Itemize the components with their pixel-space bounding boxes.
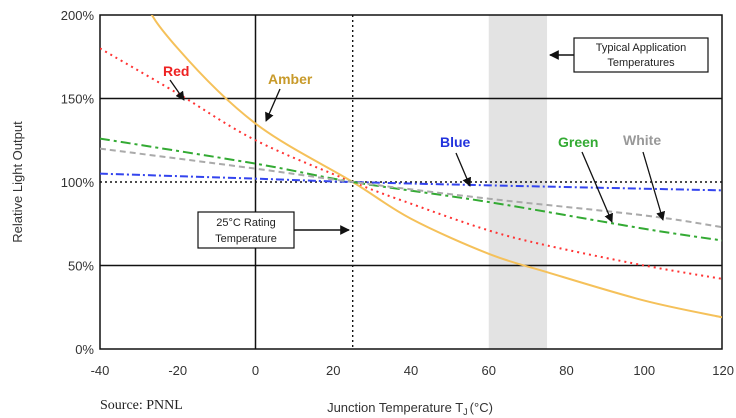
y-tick-label: 0%	[75, 342, 94, 357]
x-tick-label: 120	[712, 363, 734, 378]
typical-annotation-line2: Temperatures	[607, 57, 675, 69]
x-tick-label: 0	[252, 363, 259, 378]
x-tick-label: 80	[559, 363, 573, 378]
rating-annotation-line1: 25°C Rating	[216, 217, 275, 229]
series-labels: Red Amber Blue Green White	[163, 63, 666, 223]
y-tick-label: 150%	[61, 92, 95, 107]
x-tick-labels: -40 -20 0 20 40 60 80 100 120	[91, 363, 734, 378]
x-tick-label: -20	[168, 363, 187, 378]
x-tick-label: -40	[91, 363, 110, 378]
series-line-red	[100, 47, 722, 280]
x-axis-label-sub: J	[463, 407, 468, 417]
series-label-white: White	[623, 132, 661, 148]
x-axis-label: Junction Temperature TJ (°C)	[327, 400, 493, 417]
series-label-green: Green	[558, 134, 598, 150]
source-note: Source: PNNL	[100, 398, 183, 413]
typical-temp-region	[488, 15, 548, 349]
series-group	[100, 15, 722, 319]
y-tick-label: 200%	[61, 8, 95, 23]
x-tick-label: 20	[326, 363, 340, 378]
series-line-green	[100, 137, 722, 242]
y-axis-label: Relative Light Output	[10, 121, 25, 243]
series-label-blue: Blue	[440, 134, 471, 150]
typical-annotation: Typical Application Temperatures	[549, 37, 709, 73]
rating-annotation: 25°C Rating Temperature	[197, 211, 350, 249]
y-tick-label: 100%	[61, 175, 95, 190]
x-axis-label-main: Junction Temperature T	[327, 400, 463, 415]
y-tick-labels: 0% 50% 100% 150% 200%	[61, 8, 95, 357]
x-tick-label: 100	[633, 363, 655, 378]
y-tick-label: 50%	[68, 259, 94, 274]
series-label-red: Red	[163, 63, 189, 79]
series-line-white	[100, 147, 722, 229]
x-tick-label: 60	[482, 363, 496, 378]
series-line-amber	[150, 15, 722, 319]
x-tick-label: 40	[404, 363, 418, 378]
typical-annotation-line1: Typical Application	[596, 42, 687, 54]
series-label-amber: Amber	[268, 71, 313, 87]
x-axis-label-unit: (°C)	[470, 400, 493, 415]
series-line-blue	[100, 172, 722, 192]
rating-annotation-line2: Temperature	[215, 233, 277, 245]
